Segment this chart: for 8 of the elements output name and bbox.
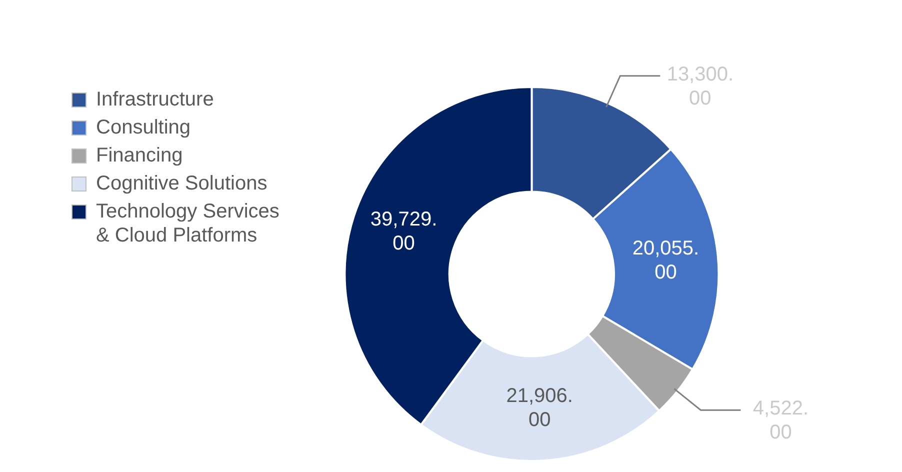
data-label: 21,906.00 — [506, 384, 573, 431]
legend-label: Consulting — [96, 116, 191, 139]
legend-label: Cognitive Solutions — [96, 172, 268, 195]
legend-label: Infrastructure — [96, 88, 214, 111]
legend-label: Financing — [96, 144, 183, 167]
data-label: 39,729.00 — [370, 208, 438, 255]
data-label: 20,055.00 — [632, 237, 700, 284]
legend-label: Technology Services & Cloud Platforms — [96, 200, 280, 247]
